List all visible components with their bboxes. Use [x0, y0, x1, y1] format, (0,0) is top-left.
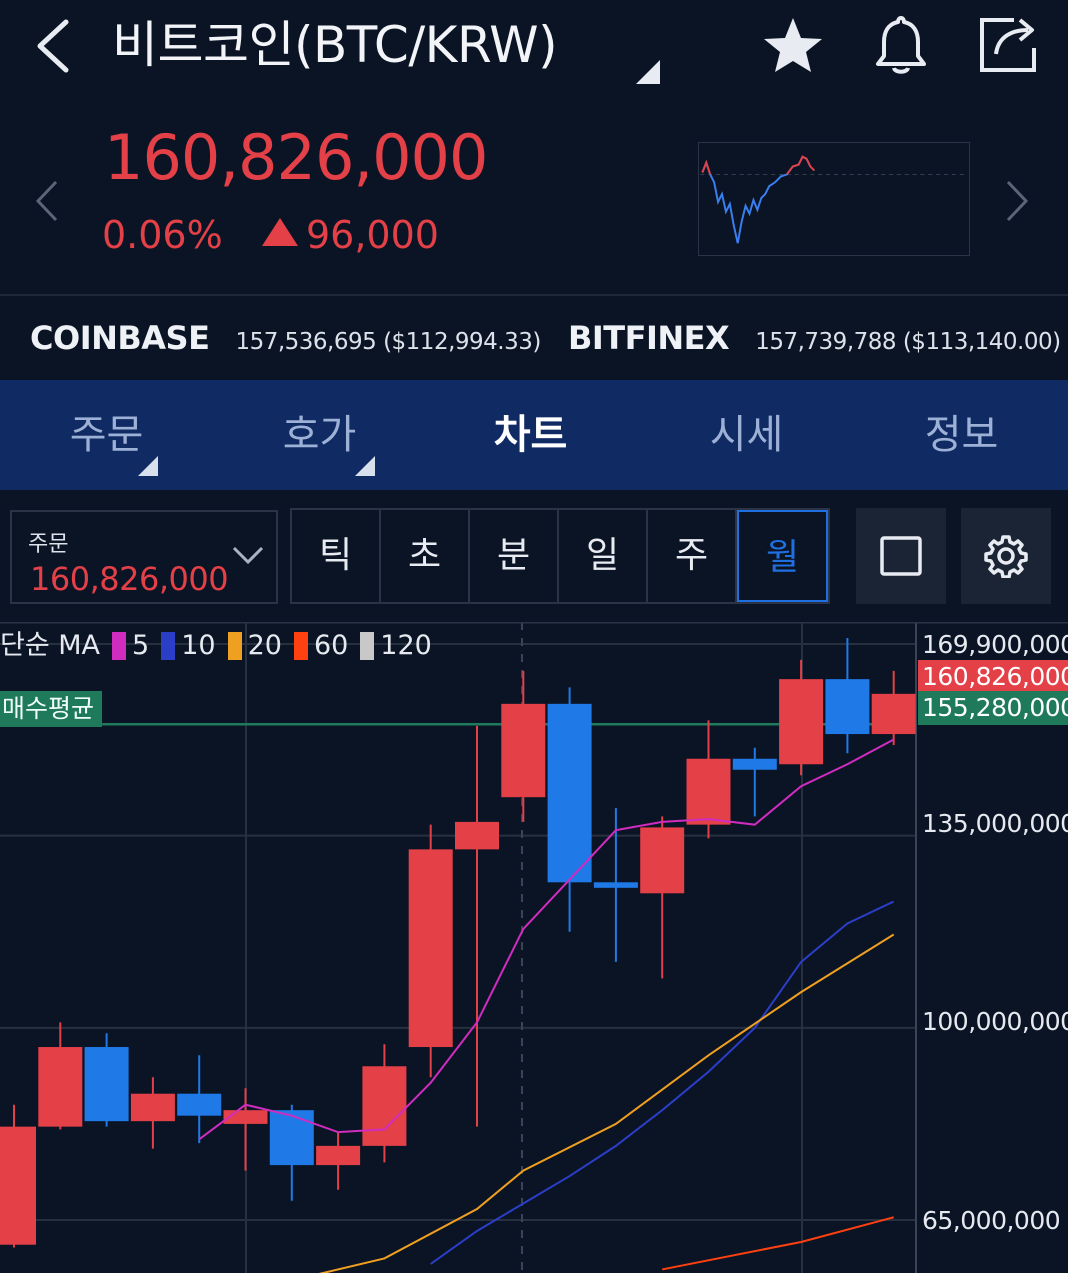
tab-label: 시세	[709, 412, 784, 458]
legend-label-ma20: 20	[247, 630, 282, 661]
ma-line-10	[430, 900, 895, 1265]
candle-down	[547, 703, 592, 883]
ma-line-20	[318, 933, 895, 1273]
exchange-bitfinex: BITFINEX 157,739,788 ($113,140.00)	[568, 316, 1061, 366]
chart-settings-button[interactable]	[961, 508, 1051, 604]
candle-up	[130, 1093, 175, 1122]
top-bar: 비트코인(BTC/KRW)	[0, 0, 1068, 100]
tab-label: 호가	[282, 412, 357, 458]
tab-label: 주문	[69, 412, 144, 458]
mini-sparkline[interactable]	[698, 142, 970, 256]
tab-orderbook[interactable]: 호가	[213, 380, 426, 490]
period-tick[interactable]: 틱	[292, 510, 381, 602]
legend-label-ma120: 120	[380, 630, 432, 661]
square-icon	[880, 536, 922, 576]
chevron-down-icon	[232, 546, 264, 565]
candlestick-chart[interactable]	[0, 622, 1068, 1273]
exchange-price: 157,536,695 ($112,994.33)	[235, 329, 541, 355]
legend-label-ma10: 10	[181, 630, 216, 661]
main-tabs: 주문 호가 차트 시세 정보	[0, 380, 1068, 490]
tab-menu-caret-icon	[355, 456, 375, 476]
exchange-price: 157,739,788 ($113,140.00)	[755, 329, 1061, 355]
current-price-tag: 160,826,000	[918, 660, 1068, 694]
star-icon[interactable]	[758, 12, 828, 78]
gear-icon	[984, 535, 1028, 578]
candle-up	[779, 679, 824, 765]
ma-line-60	[662, 1216, 894, 1271]
legend-swatch-ma5	[112, 632, 127, 660]
legend-swatch-ma120	[360, 632, 375, 660]
candle-down	[732, 758, 777, 770]
y-tick-label: 100,000,000	[922, 1007, 1068, 1036]
legend-title: 단순 MA	[0, 630, 101, 661]
tab-menu-caret-icon	[138, 456, 158, 476]
period-day[interactable]: 일	[559, 510, 648, 602]
tab-label: 차트	[493, 412, 568, 458]
exchange-name: COINBASE	[30, 319, 210, 357]
next-coin-icon[interactable]	[1002, 176, 1034, 226]
candle-up	[316, 1145, 361, 1166]
period-month[interactable]: 월	[737, 510, 828, 602]
back-arrow-icon[interactable]	[30, 14, 80, 78]
y-tick-label: 135,000,000	[922, 809, 1068, 838]
avg-buy-price-value-tag: 155,280,000	[918, 691, 1068, 725]
market-title[interactable]: 비트코인(BTC/KRW)	[112, 16, 558, 74]
candle-down	[84, 1047, 129, 1122]
current-price: 160,826,000	[104, 121, 488, 194]
share-icon[interactable]	[974, 12, 1044, 78]
legend-swatch-ma60	[293, 632, 308, 660]
candle-up	[686, 758, 731, 825]
legend-label-ma60: 60	[313, 630, 349, 661]
up-triangle-icon	[262, 218, 298, 246]
change-amount: 96,000	[262, 210, 439, 260]
candle-up	[38, 1047, 83, 1127]
candle-down	[593, 882, 638, 888]
candle-up	[0, 1126, 36, 1245]
divider	[0, 294, 1068, 296]
order-label: 주문	[28, 532, 69, 557]
market-select-caret-icon[interactable]	[636, 60, 660, 84]
bell-icon[interactable]	[866, 12, 936, 78]
fullscreen-button[interactable]	[856, 508, 946, 604]
ma-legend: 단순 MA 5 10 20 60 120	[0, 628, 432, 664]
period-selector: 틱 초 분 일 주 월	[290, 508, 830, 604]
candle-down	[825, 679, 870, 735]
candle-up	[408, 849, 453, 1048]
previous-coin-icon[interactable]	[30, 176, 62, 226]
candle-up	[501, 703, 546, 798]
legend-swatch-ma10	[161, 632, 176, 660]
legend-swatch-ma20	[227, 632, 242, 660]
exchange-coinbase: COINBASE 157,536,695 ($112,994.33)	[30, 316, 541, 366]
tab-chart[interactable]: 차트	[424, 380, 637, 490]
legend-label-ma5: 5	[132, 630, 150, 661]
order-value: 160,826,000	[30, 560, 229, 598]
y-tick-label: 65,000,000	[922, 1206, 1061, 1235]
tab-label: 정보	[924, 412, 999, 458]
y-tick-label: 169,900,000	[922, 630, 1068, 659]
exchange-name: BITFINEX	[568, 319, 730, 357]
candle-up	[871, 693, 916, 735]
tab-info[interactable]: 정보	[855, 380, 1068, 490]
period-week[interactable]: 주	[648, 510, 737, 602]
candle-down	[177, 1093, 222, 1116]
candle-up	[640, 827, 685, 894]
period-second[interactable]: 초	[381, 510, 470, 602]
candle-down	[269, 1110, 314, 1166]
tab-order[interactable]: 주문	[0, 380, 213, 490]
candle-up	[362, 1066, 407, 1146]
candle-up	[455, 821, 499, 850]
avg-buy-price-tag: 매수평균	[0, 691, 103, 727]
period-minute[interactable]: 분	[470, 510, 559, 602]
change-amount-value: 96,000	[306, 213, 439, 257]
order-price-dropdown[interactable]: 주문 160,826,000	[10, 510, 278, 604]
tab-market[interactable]: 시세	[640, 380, 853, 490]
change-percent: 0.06%	[102, 213, 223, 257]
ma-line-5	[198, 738, 895, 1141]
